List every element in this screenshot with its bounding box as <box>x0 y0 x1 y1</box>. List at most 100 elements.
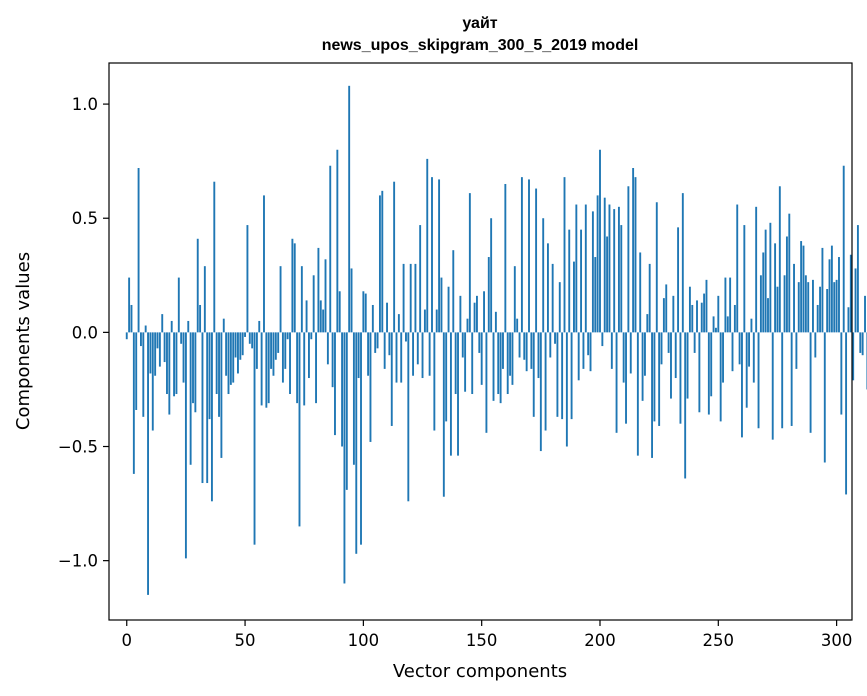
bar <box>833 282 836 333</box>
bar <box>641 332 644 401</box>
bar <box>577 332 580 381</box>
bar <box>724 277 727 333</box>
bar <box>182 332 185 383</box>
bars-group <box>125 85 867 595</box>
bar <box>390 332 393 426</box>
bar <box>615 332 618 433</box>
bar <box>393 181 396 333</box>
bar <box>357 332 360 379</box>
bar <box>421 332 424 379</box>
bar <box>423 309 426 333</box>
bar <box>771 332 774 440</box>
bar <box>705 279 708 333</box>
bar <box>733 304 736 333</box>
bar <box>362 291 365 333</box>
bar <box>802 245 805 333</box>
bar <box>414 263 417 333</box>
bar <box>296 332 299 404</box>
bar <box>277 332 280 353</box>
bar <box>653 332 656 422</box>
bar <box>298 332 301 527</box>
bar <box>381 190 384 333</box>
bar <box>355 332 358 554</box>
bar <box>248 332 251 344</box>
bar <box>286 332 289 340</box>
bar <box>161 314 164 333</box>
bar <box>714 327 717 333</box>
y-tick-label: −0.5 <box>58 438 98 457</box>
bar <box>509 332 512 376</box>
bar <box>360 332 362 545</box>
bar <box>674 332 677 379</box>
bar <box>130 304 133 333</box>
bar <box>338 291 341 333</box>
bar <box>830 245 833 333</box>
bar <box>343 332 346 584</box>
bar <box>281 332 284 383</box>
bar <box>464 332 467 392</box>
bar <box>194 332 197 413</box>
bar <box>658 332 661 426</box>
bar <box>816 304 819 333</box>
bar <box>838 257 840 333</box>
bar <box>128 277 131 333</box>
bar <box>239 332 242 360</box>
y-axis-label: Components values <box>13 252 34 430</box>
bar <box>748 332 751 367</box>
bar <box>326 332 329 365</box>
bar <box>814 332 817 358</box>
bar <box>594 257 597 333</box>
bar <box>570 332 573 420</box>
bar <box>213 181 216 333</box>
bar <box>232 332 235 383</box>
bar <box>662 298 665 333</box>
bar <box>717 295 720 333</box>
bar <box>336 149 339 333</box>
bar <box>823 332 826 463</box>
bar <box>478 332 481 353</box>
bar <box>788 213 791 333</box>
bar <box>587 332 590 356</box>
bar <box>546 243 549 333</box>
bar <box>849 254 852 333</box>
bar <box>173 332 176 397</box>
bar <box>722 332 724 383</box>
bar <box>847 307 850 333</box>
bar <box>322 309 325 333</box>
bar <box>610 332 613 369</box>
bar <box>348 85 351 333</box>
bar <box>405 332 407 342</box>
bar <box>241 332 244 356</box>
bar <box>229 332 232 385</box>
bar <box>147 332 149 595</box>
bar <box>175 332 178 395</box>
bar <box>568 229 571 333</box>
bar <box>667 332 670 353</box>
bar <box>163 332 166 363</box>
bar <box>864 295 866 333</box>
bar <box>599 149 601 333</box>
bar <box>762 252 765 333</box>
bar <box>352 332 355 465</box>
bar <box>265 332 268 408</box>
bar <box>783 275 786 333</box>
bar <box>220 332 223 458</box>
bar <box>237 332 239 374</box>
bar <box>319 300 322 333</box>
bar <box>845 332 848 495</box>
bar <box>388 332 391 356</box>
bar <box>596 195 599 333</box>
bar <box>374 332 377 353</box>
bar <box>461 332 464 358</box>
bar <box>698 332 701 413</box>
bar <box>317 247 320 333</box>
bar <box>793 263 795 333</box>
bar <box>267 332 270 404</box>
bar <box>750 318 753 333</box>
bar <box>561 332 564 420</box>
y-tick-label: −1.0 <box>58 552 98 571</box>
bar <box>625 332 627 424</box>
bar <box>639 252 642 333</box>
bar <box>513 266 516 333</box>
